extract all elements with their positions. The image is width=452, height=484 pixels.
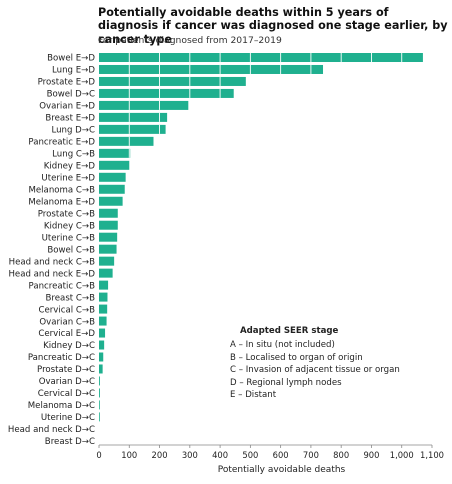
- category-label: Prostate E→D: [38, 78, 96, 88]
- x-tick-label: 900: [363, 450, 379, 460]
- bar: [99, 112, 168, 122]
- category-label: Pancreatic D→C: [28, 353, 95, 363]
- x-tick-label: 100: [121, 450, 137, 460]
- category-label: Ovarian C→B: [39, 317, 95, 327]
- bar: [99, 364, 103, 374]
- category-label: Breast E→D: [45, 114, 95, 124]
- x-tick-label: 700: [303, 450, 319, 460]
- bar: [99, 172, 126, 182]
- category-label: Lung D→C: [51, 126, 95, 136]
- category-label: Head and neck E→D: [8, 269, 95, 279]
- category-label: Bowel D→C: [47, 90, 95, 100]
- bar: [99, 232, 118, 242]
- x-tick-label: 400: [212, 450, 228, 460]
- bar: [99, 53, 423, 62]
- x-tick-label: 0: [96, 450, 101, 460]
- bar: [99, 184, 125, 194]
- category-label: Bowel E→D: [47, 54, 95, 64]
- category-label: Kidney E→D: [44, 162, 96, 172]
- x-tick-label: 500: [242, 450, 258, 460]
- bar: [99, 352, 104, 362]
- bar: [99, 160, 130, 170]
- bar: [99, 220, 118, 230]
- category-label: Melanoma E→D: [28, 197, 95, 207]
- x-tick-label: 200: [152, 450, 168, 460]
- category-label: Ovarian E→D: [39, 102, 95, 112]
- x-axis-title: Potentially avoidable deaths: [218, 465, 346, 475]
- bar: [99, 124, 166, 134]
- legend-item-a: A – In situ (not included): [230, 340, 335, 351]
- bar: [99, 412, 100, 422]
- category-label: Melanoma C→B: [28, 185, 95, 195]
- bar: [99, 244, 117, 254]
- bar: [99, 196, 123, 206]
- category-label: Prostate C→B: [38, 209, 95, 219]
- chart-title: Potentially avoidable deaths within 5 ye…: [98, 6, 448, 46]
- bar: [99, 148, 131, 158]
- x-tick-label: 1,100: [420, 450, 444, 460]
- bar: [99, 280, 109, 290]
- bar: [99, 268, 113, 278]
- category-label: Head and neck D→C: [8, 425, 95, 435]
- legend-item-e: E – Distant: [230, 390, 277, 401]
- category-label: Lung C→B: [52, 150, 95, 160]
- x-tick-label: 1,000: [390, 450, 414, 460]
- category-label: Pancreatic E→D: [28, 138, 95, 148]
- category-label: Prostate D→C: [37, 365, 95, 375]
- bar: [99, 76, 246, 86]
- bar: [99, 388, 100, 398]
- bar: [99, 256, 115, 266]
- category-label: Uterine C→B: [42, 233, 96, 243]
- bar: [99, 328, 106, 338]
- bar: [99, 100, 189, 110]
- category-label: Lung E→D: [52, 66, 95, 76]
- bar: [99, 64, 324, 74]
- chart-subtitle: For patients diagnosed from 2017–2019: [98, 35, 282, 46]
- x-tick-label: 300: [182, 450, 198, 460]
- legend-item-c: C – Invasion of adjacent tissue or organ: [230, 365, 400, 376]
- category-label: Head and neck C→B: [9, 257, 95, 267]
- bar: [99, 340, 105, 350]
- bar: [99, 88, 234, 98]
- category-label: Melanoma D→C: [28, 401, 95, 411]
- bar: [99, 304, 108, 314]
- bar: [99, 376, 100, 386]
- bar: [99, 136, 154, 146]
- category-label: Uterine E→D: [41, 174, 95, 184]
- category-label: Breast C→B: [46, 293, 96, 303]
- bar: [99, 292, 108, 302]
- category-label: Cervical D→C: [38, 389, 95, 399]
- category-label: Uterine D→C: [41, 413, 95, 423]
- legend-item-d: D – Regional lymph nodes: [230, 377, 342, 388]
- bar: [99, 208, 118, 218]
- category-label: Breast D→C: [45, 437, 95, 447]
- legend-title: Adapted SEER stage: [240, 326, 339, 336]
- x-tick-label: 600: [273, 450, 289, 460]
- bar: [99, 316, 107, 326]
- category-label: Kidney C→B: [44, 221, 95, 231]
- category-label: Ovarian D→C: [39, 377, 95, 387]
- legend: Adapted SEER stage A – In situ (not incl…: [230, 325, 400, 401]
- category-label: Cervical C→B: [38, 305, 95, 315]
- category-label: Bowel C→B: [47, 245, 95, 255]
- category-label: Cervical E→D: [38, 329, 95, 339]
- category-label: Kidney D→C: [43, 341, 95, 351]
- bar: [99, 400, 100, 410]
- legend-item-b: B – Localised to organ of origin: [230, 352, 363, 363]
- x-tick-label: 800: [333, 450, 349, 460]
- category-label: Pancreatic C→B: [29, 281, 96, 291]
